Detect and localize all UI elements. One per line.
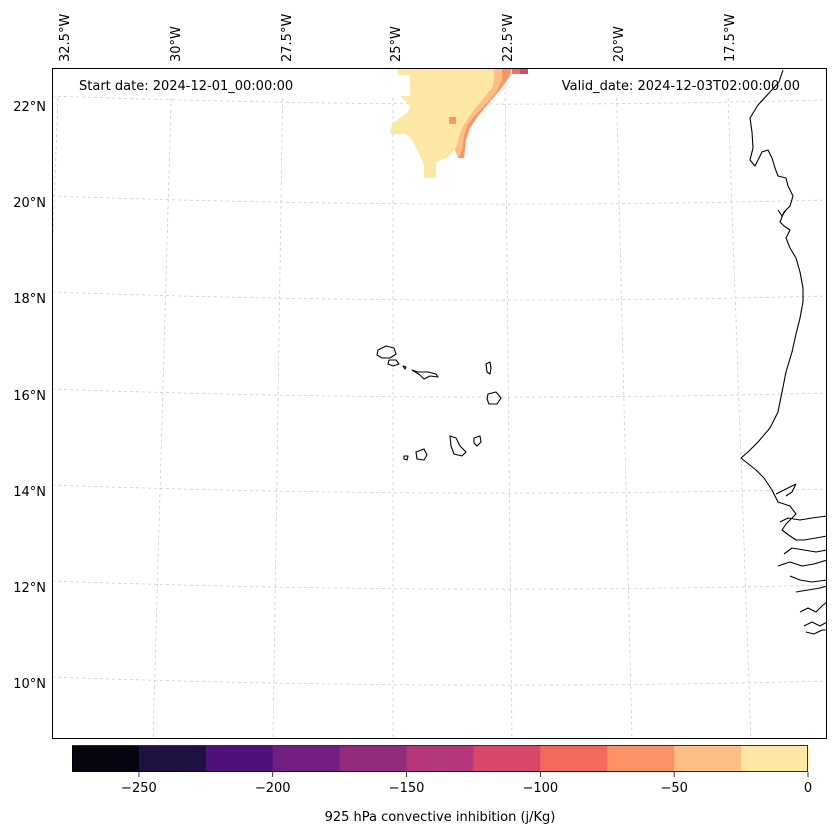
colorbar-swatch [339, 746, 408, 772]
cin-field-spot [449, 117, 456, 124]
lon-label: 22.5°W [501, 14, 516, 62]
colorbar-swatch [138, 746, 207, 772]
lon-label: 17.5°W [723, 14, 738, 62]
colorbar-swatch [741, 746, 809, 772]
colorbar-ticks: −250 −200 −150 −100 −50 0 [121, 772, 812, 796]
colorbar-swatches [72, 746, 809, 772]
valid-date-label: Valid_date: 2024-12-03T02:00:00.00 [562, 79, 800, 94]
island-sal [485, 361, 492, 375]
colorbar-title: 925 hPa convective inhibition (j/Kg) [325, 810, 556, 825]
island-santiago [449, 435, 467, 457]
lon-label: 25°W [389, 26, 404, 62]
colorbar: −250 −200 −150 −100 −50 0 925 hPa convective … [72, 745, 812, 825]
colorbar-swatch [72, 746, 140, 772]
lat-label: 20°N [13, 196, 46, 211]
lat-label: 22°N [13, 100, 46, 115]
colorbar-tick-label: −50 [660, 781, 687, 796]
colorbar-swatch [473, 746, 541, 772]
island-brava [403, 455, 409, 461]
colorbar-tick-label: −250 [121, 781, 157, 796]
lon-label: 27.5°W [280, 14, 295, 62]
longitude-labels: 32.5°W 30°W 27.5°W 25°W 22.5°W 20°W 17.5… [58, 14, 738, 62]
colorbar-swatch [607, 746, 675, 772]
lat-label: 10°N [13, 677, 46, 692]
colorbar-tick-label: 0 [804, 781, 812, 796]
colorbar-outline [72, 745, 808, 772]
island-sao-nicolau [411, 369, 439, 380]
colorbar-tick-label: −100 [523, 781, 559, 796]
start-date-label: Start date: 2024-12-01_00:00:00 [79, 79, 293, 94]
cin-field-band4 [520, 68, 528, 74]
start-date-box [52, 68, 398, 96]
lon-label: 30°W [169, 26, 184, 62]
coastline [376, 69, 827, 635]
africa-coastline [740, 69, 827, 541]
map-frame [52, 68, 827, 739]
island-santa-luzia [402, 365, 407, 370]
colorbar-swatch [540, 746, 608, 772]
colorbar-tick-label: −200 [255, 781, 291, 796]
colorbar-tick-label: −150 [389, 781, 425, 796]
valid-date-box [528, 68, 827, 96]
island-fogo [415, 448, 428, 461]
island-boa-vista [486, 391, 502, 405]
cin-field-band2 [458, 68, 512, 158]
cin-field [390, 68, 528, 178]
island-sao-vicente [387, 359, 400, 367]
cin-field-band1 [455, 68, 502, 158]
lat-label: 14°N [13, 485, 46, 500]
colorbar-swatch [674, 746, 742, 772]
lat-label: 16°N [13, 389, 46, 404]
map-border [52, 68, 827, 739]
cin-field-weak [390, 68, 494, 178]
island-santo-antao [376, 345, 397, 359]
colorbar-swatch [406, 746, 475, 772]
colorbar-swatch [272, 746, 341, 772]
lat-label: 12°N [13, 581, 46, 596]
colorbar-swatch [205, 746, 274, 772]
cin-field-band3 [512, 68, 520, 74]
island-maio [473, 435, 482, 447]
latitude-labels: 22°N 20°N 18°N 16°N 14°N 12°N 10°N [13, 100, 46, 692]
lon-label: 32.5°W [58, 14, 73, 62]
lat-label: 18°N [13, 292, 46, 307]
graticule [52, 68, 827, 739]
lon-label: 20°W [612, 26, 627, 62]
